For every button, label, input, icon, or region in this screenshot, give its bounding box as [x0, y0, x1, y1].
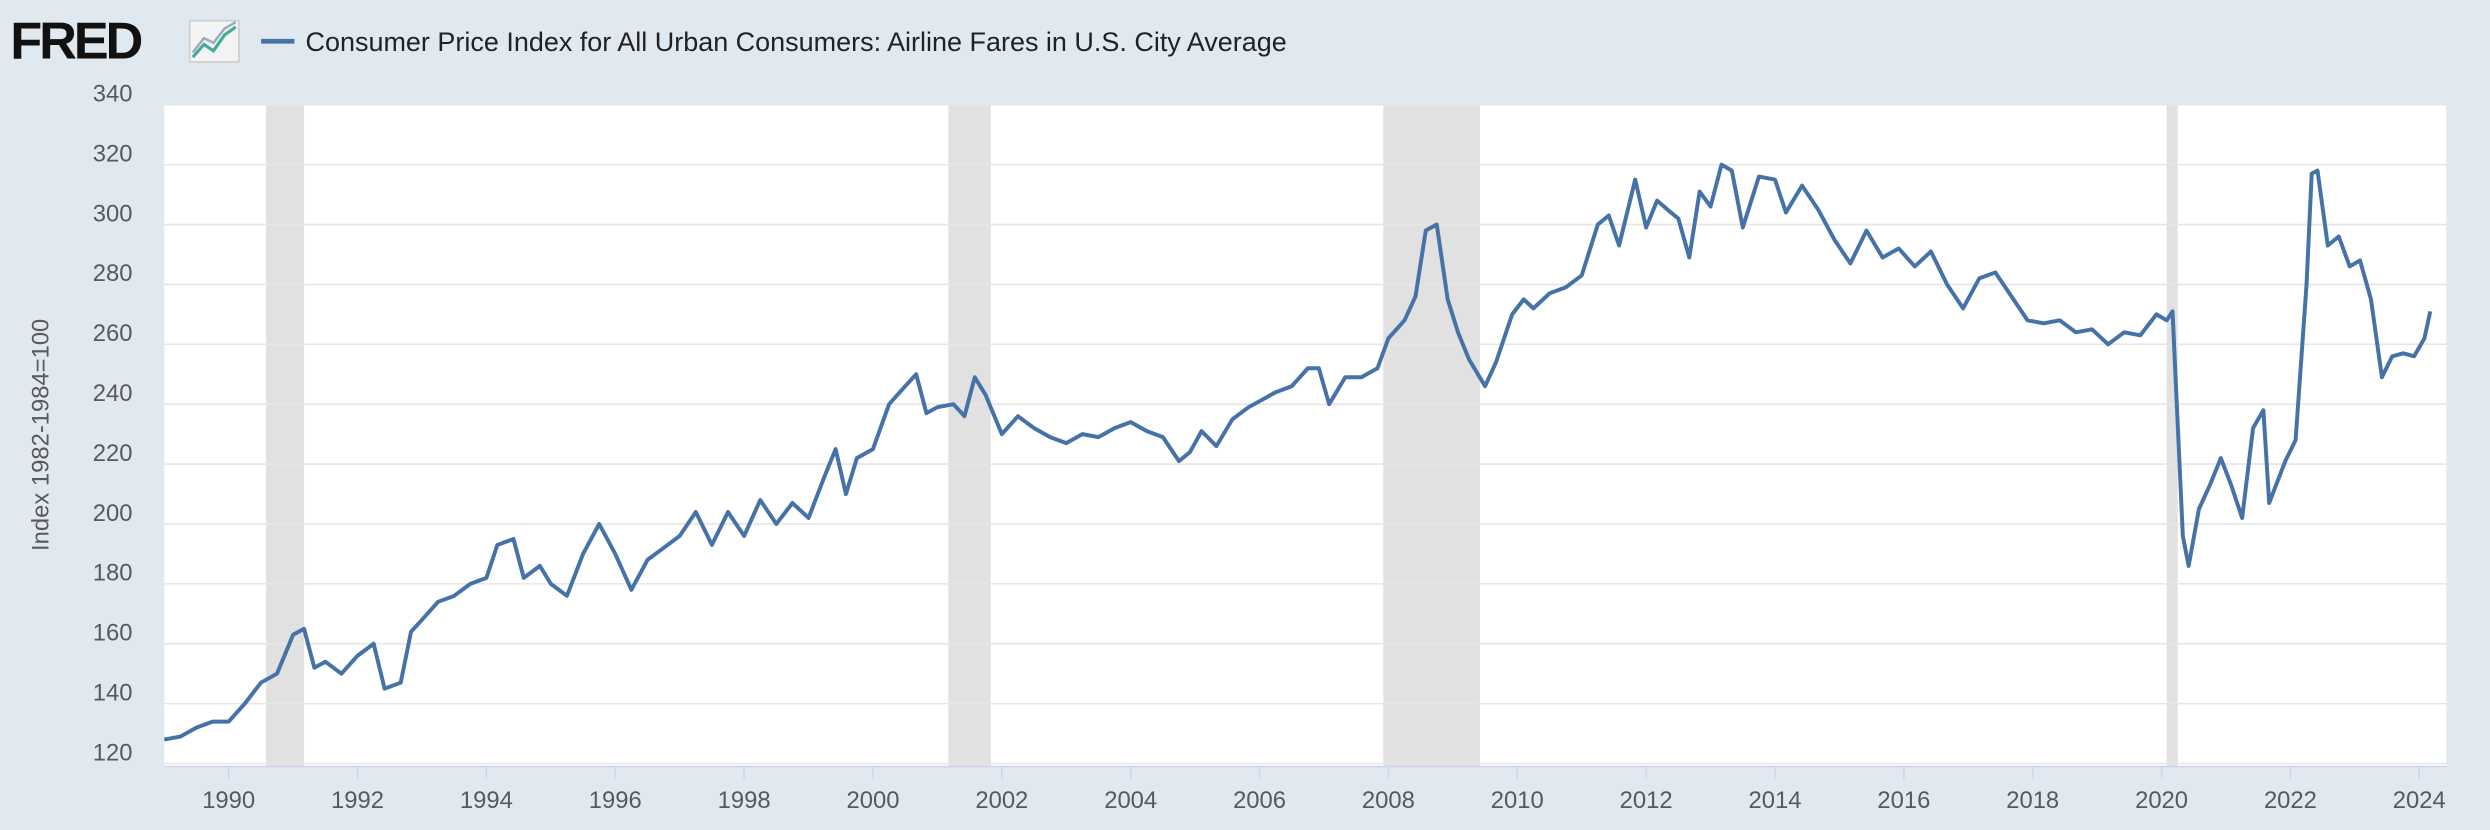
y-tick-label: 240 — [93, 380, 133, 407]
recession-band — [1383, 104, 1480, 767]
x-tick-label: 2012 — [1620, 787, 1673, 814]
y-tick-label: 260 — [93, 320, 133, 347]
y-tick-label: 220 — [93, 440, 133, 467]
data-line — [163, 162, 2433, 742]
y-tick-label: 120 — [93, 739, 133, 766]
y-axis-label: Index 1982-1984=100 — [27, 319, 54, 551]
recession-band — [266, 104, 305, 767]
x-tick-label: 1990 — [202, 787, 255, 814]
x-tick-label: 1992 — [331, 787, 384, 814]
y-tick-label: 140 — [93, 679, 133, 706]
x-tick-label: 2016 — [1877, 787, 1930, 814]
brand-logo: FRED — [10, 13, 141, 71]
y-tick-label: 320 — [93, 140, 133, 167]
y-tick-label: 180 — [93, 560, 133, 587]
recession-band — [948, 104, 991, 767]
y-tick-label: 280 — [93, 260, 133, 287]
x-tick-label: 1994 — [460, 787, 513, 814]
x-tick-label: 1996 — [589, 787, 642, 814]
x-tick-label: 2020 — [2135, 787, 2188, 814]
x-tick-label: 2002 — [975, 787, 1028, 814]
x-tick-label: 2004 — [1104, 787, 1157, 814]
x-tick-label: 2022 — [2264, 787, 2317, 814]
y-tick-label: 340 — [93, 81, 133, 108]
x-tick-label: 2006 — [1233, 787, 1286, 814]
x-tick-label: 2010 — [1491, 787, 1544, 814]
x-tick-label: 2018 — [2006, 787, 2059, 814]
x-tick-label: 2024 — [2393, 787, 2446, 814]
x-tick-label: 2014 — [1749, 787, 1802, 814]
x-tick-label: 1998 — [718, 787, 771, 814]
y-tick-label: 160 — [93, 620, 133, 647]
logo-icon — [188, 19, 240, 63]
x-tick-label: 2000 — [847, 787, 900, 814]
x-tick-label: 2008 — [1362, 787, 1415, 814]
plot-area — [164, 104, 2447, 767]
y-tick-label: 200 — [93, 500, 133, 527]
y-tick-label: 300 — [93, 200, 133, 227]
recession-band — [2166, 104, 2178, 767]
legend-label: Consumer Price Index for All Urban Consu… — [305, 27, 1286, 57]
